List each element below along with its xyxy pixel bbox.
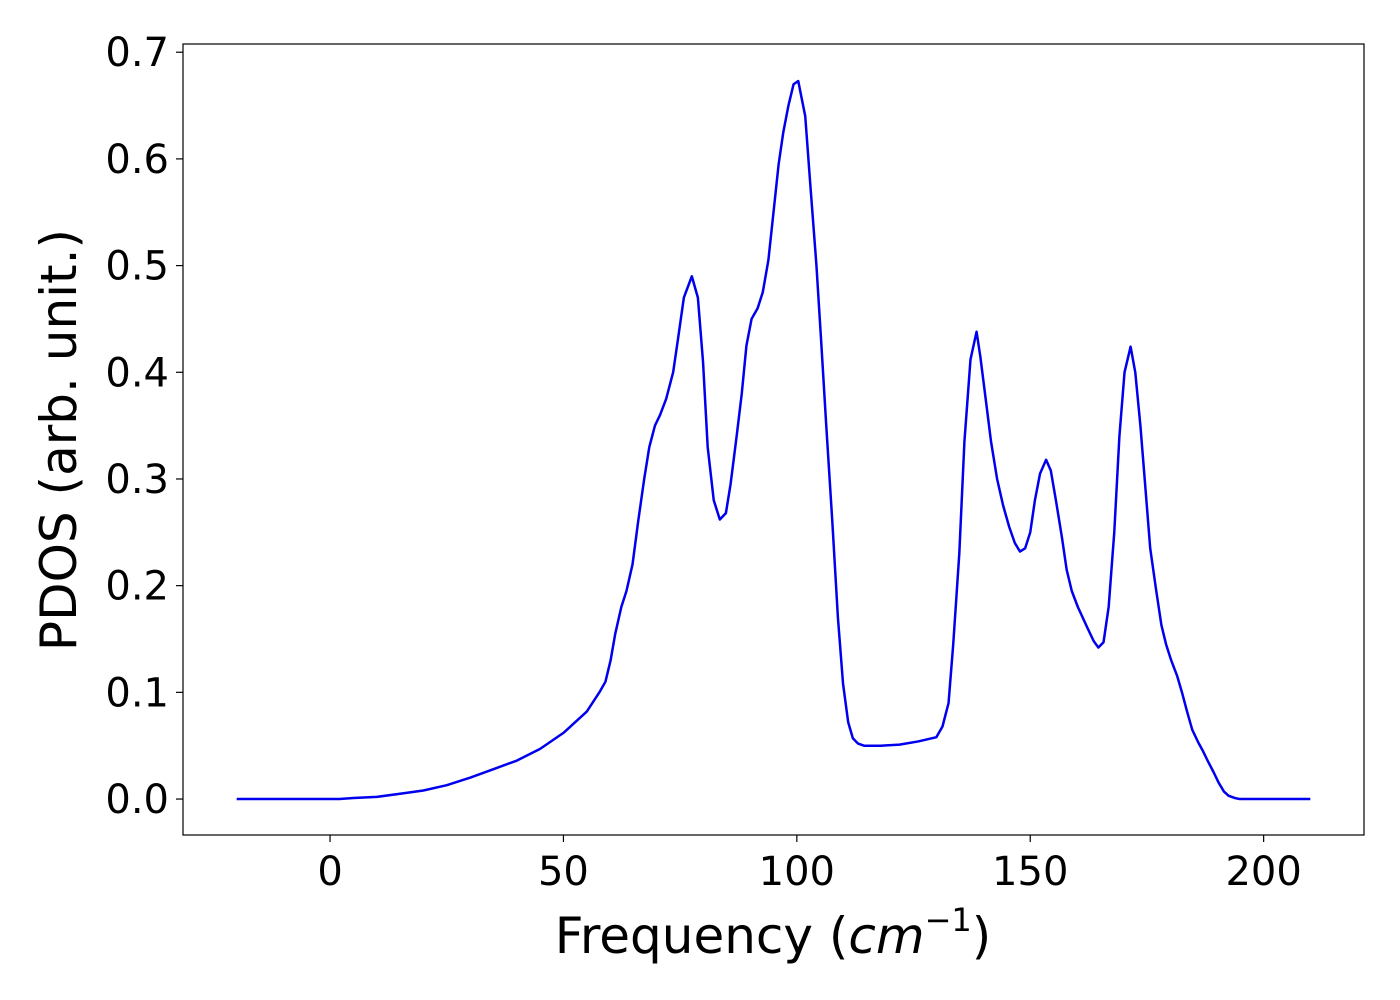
y-tick-label: 0.1 — [105, 670, 169, 716]
x-tick-label: 150 — [992, 849, 1068, 895]
x-label-part: Frequency ( — [555, 907, 849, 965]
y-tick-label: 0.2 — [105, 564, 169, 610]
x-tick-label: 50 — [538, 849, 589, 895]
y-tick-label: 0.6 — [105, 137, 169, 183]
y-tick-label: 0.4 — [105, 350, 169, 396]
x-label-part: cm — [848, 907, 924, 965]
y-axis-label: PDOS (arb. unit.) — [30, 229, 88, 651]
x-tick-label: 200 — [1225, 849, 1301, 895]
data-line — [236, 79, 1311, 801]
x-label-part: −1 — [925, 901, 972, 939]
y-tick-label: 0.0 — [105, 777, 169, 823]
x-tick-label: 0 — [317, 849, 342, 895]
x-tick-label: 100 — [759, 849, 835, 895]
y-tick-label: 0.5 — [105, 244, 169, 290]
y-tick-label: 0.7 — [105, 30, 169, 76]
x-label-part: ) — [972, 907, 992, 965]
plot-frame — [182, 43, 1365, 836]
x-axis-label: Frequency (cm−1) — [555, 901, 992, 965]
y-tick-label: 0.3 — [105, 457, 169, 503]
